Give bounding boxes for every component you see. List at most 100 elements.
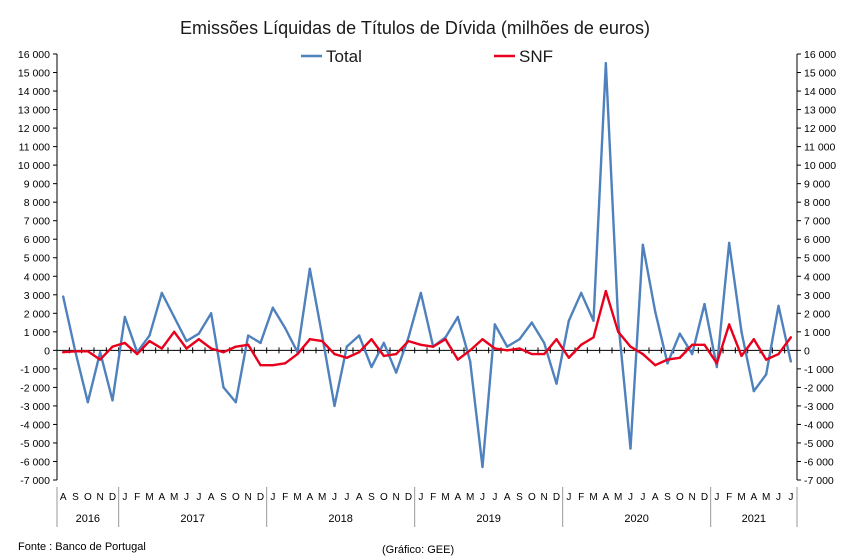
y-tick-label-left: -2 000 bbox=[20, 382, 50, 394]
data-point-total bbox=[592, 319, 595, 322]
x-month-label: M bbox=[293, 492, 301, 503]
legend: Total SNF bbox=[301, 47, 553, 66]
y-tick-label-left: 9 000 bbox=[24, 179, 50, 191]
data-point-snf bbox=[518, 347, 521, 350]
y-tick-label-right: 5 000 bbox=[804, 253, 830, 265]
data-point-snf bbox=[271, 363, 275, 367]
data-point-total bbox=[234, 401, 238, 404]
x-year-label: 2018 bbox=[328, 513, 352, 525]
x-year-label: 2017 bbox=[180, 513, 204, 525]
data-point-total bbox=[407, 336, 410, 339]
data-point-snf bbox=[407, 339, 410, 343]
data-point-total bbox=[333, 404, 336, 408]
data-point-total bbox=[222, 386, 225, 389]
x-month-label: M bbox=[762, 492, 770, 503]
y-tick-label-left: 13 000 bbox=[18, 105, 50, 117]
data-point-total bbox=[345, 345, 349, 348]
y-tick-label-left: 7 000 bbox=[24, 216, 50, 228]
series-line-snf bbox=[63, 289, 792, 367]
x-month-label: A bbox=[602, 492, 609, 503]
data-point-snf bbox=[444, 338, 447, 341]
data-point-total bbox=[394, 371, 398, 374]
data-point-total bbox=[308, 267, 312, 271]
data-point-snf bbox=[74, 350, 77, 353]
data-point-snf bbox=[468, 349, 472, 352]
data-point-total bbox=[86, 401, 90, 404]
y-tick-label-right: 9 000 bbox=[804, 179, 830, 191]
data-point-total bbox=[419, 291, 423, 295]
data-point-snf bbox=[616, 330, 620, 334]
data-point-snf bbox=[555, 338, 558, 341]
y-tick-label-right: 1 000 bbox=[804, 327, 830, 339]
data-point-total bbox=[666, 362, 669, 365]
y-tick-label-right: 15 000 bbox=[804, 68, 836, 80]
data-point-total bbox=[209, 312, 213, 315]
x-month-label: J bbox=[344, 492, 349, 503]
x-month-label: J bbox=[332, 492, 337, 503]
x-month-label: F bbox=[726, 492, 732, 503]
x-month-label: O bbox=[528, 492, 536, 503]
x-month-label: J bbox=[492, 492, 497, 503]
axes: -7 000 -7 000 -6 000 -6 000 -5 000 -5 000 -4 0… bbox=[18, 49, 836, 487]
data-point-snf bbox=[209, 347, 213, 350]
y-tick-label-left: -1 000 bbox=[20, 364, 50, 376]
data-point-total bbox=[382, 341, 386, 345]
data-point-snf bbox=[357, 351, 361, 354]
data-point-snf bbox=[246, 343, 250, 346]
y-tick-label-right: 11 000 bbox=[804, 142, 835, 154]
data-point-total bbox=[456, 315, 460, 319]
x-month-label: J bbox=[714, 492, 719, 503]
x-month-label: M bbox=[145, 492, 153, 503]
y-tick-label-left: 16 000 bbox=[18, 49, 50, 61]
data-point-snf bbox=[431, 345, 435, 348]
data-point-snf bbox=[296, 352, 299, 356]
x-month-label: N bbox=[541, 492, 548, 503]
y-tick-label-right: -3 000 bbox=[804, 401, 834, 413]
x-month-label: M bbox=[441, 492, 449, 503]
data-point-total bbox=[148, 334, 151, 337]
data-point-snf bbox=[592, 336, 595, 339]
x-month-label: A bbox=[60, 492, 67, 503]
x-month-label: O bbox=[380, 492, 388, 503]
legend-snf-label: SNF bbox=[519, 47, 553, 66]
data-point-snf bbox=[666, 358, 669, 361]
data-point-snf bbox=[764, 358, 768, 361]
x-month-label: O bbox=[232, 492, 240, 503]
x-month-label: A bbox=[750, 492, 757, 503]
y-tick-label-left: 15 000 bbox=[18, 68, 50, 80]
data-point-snf bbox=[345, 356, 349, 359]
x-month-label: A bbox=[652, 492, 659, 503]
y-tick-label-left: 10 000 bbox=[18, 160, 50, 172]
x-year-label: 2019 bbox=[476, 513, 500, 525]
x-month-label: S bbox=[664, 492, 671, 503]
data-point-snf bbox=[333, 352, 336, 356]
x-month-label: N bbox=[245, 492, 252, 503]
x-month-label: M bbox=[737, 492, 745, 503]
data-point-total bbox=[542, 341, 546, 345]
x-year-label: 2016 bbox=[76, 513, 100, 525]
data-point-total bbox=[653, 310, 657, 313]
x-month-label: J bbox=[270, 492, 275, 503]
data-point-total bbox=[727, 241, 731, 245]
x-month-label: S bbox=[220, 492, 227, 503]
data-point-snf bbox=[752, 338, 756, 341]
data-point-snf bbox=[283, 362, 287, 365]
x-month-label: J bbox=[566, 492, 571, 503]
x-month-label: S bbox=[516, 492, 523, 503]
x-month-label: J bbox=[776, 492, 781, 503]
y-tick-label-right: -5 000 bbox=[804, 438, 834, 450]
x-month-label: A bbox=[208, 492, 215, 503]
data-point-total bbox=[567, 319, 571, 322]
x-month-label: J bbox=[196, 492, 201, 503]
y-tick-label-right: -7 000 bbox=[804, 475, 834, 487]
data-point-snf bbox=[653, 363, 657, 367]
x-month-label: A bbox=[306, 492, 313, 503]
x-month-label: F bbox=[282, 492, 288, 503]
x-month-label: D bbox=[701, 492, 708, 503]
y-tick-label-left: 12 000 bbox=[18, 123, 50, 135]
data-point-snf bbox=[777, 352, 780, 356]
data-point-total bbox=[370, 365, 373, 369]
data-point-snf bbox=[308, 338, 312, 341]
